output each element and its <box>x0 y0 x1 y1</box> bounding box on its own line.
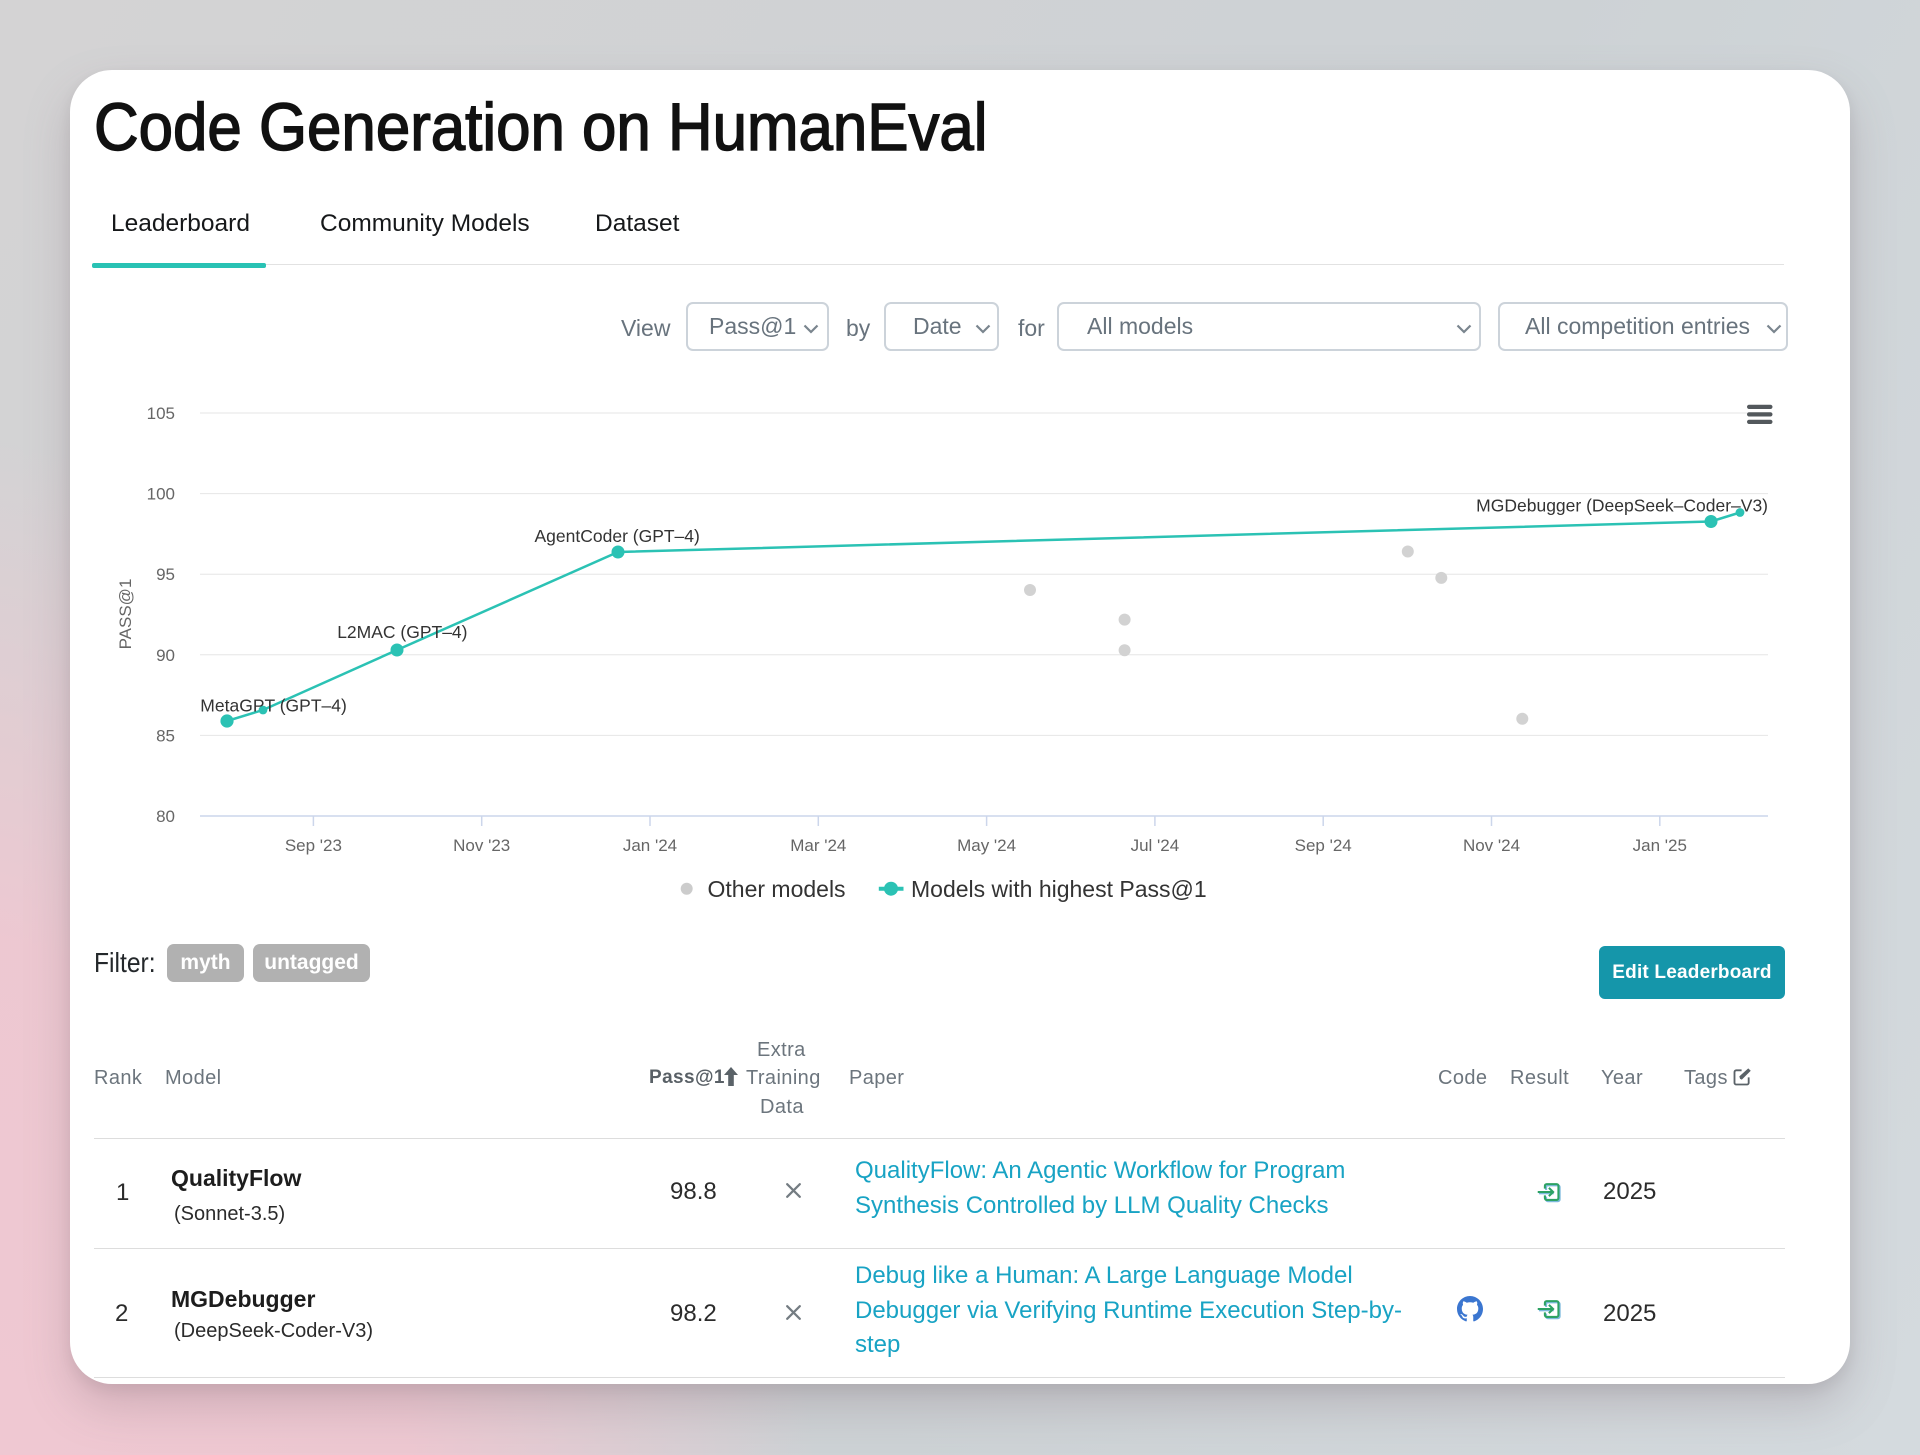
svg-text:Sep '23: Sep '23 <box>285 836 342 855</box>
svg-text:MetaGPT (GPT–4): MetaGPT (GPT–4) <box>200 696 347 716</box>
svg-text:90: 90 <box>156 646 175 665</box>
svg-text:Other models: Other models <box>708 876 846 902</box>
svg-text:Mar '24: Mar '24 <box>790 836 846 855</box>
svg-text:Jan '25: Jan '25 <box>1633 836 1687 855</box>
svg-text:Models with highest Pass@1: Models with highest Pass@1 <box>911 876 1207 902</box>
svg-text:Nov '24: Nov '24 <box>1463 836 1520 855</box>
svg-text:95: 95 <box>156 565 175 584</box>
svg-text:Sep '24: Sep '24 <box>1295 836 1352 855</box>
svg-text:Jan '24: Jan '24 <box>623 836 677 855</box>
svg-text:May '24: May '24 <box>957 836 1016 855</box>
svg-text:L2MAC (GPT–4): L2MAC (GPT–4) <box>337 622 467 642</box>
svg-text:PASS@1: PASS@1 <box>116 579 135 650</box>
svg-text:80: 80 <box>156 807 175 826</box>
svg-text:85: 85 <box>156 726 175 745</box>
svg-text:Nov '23: Nov '23 <box>453 836 510 855</box>
svg-text:100: 100 <box>147 485 175 504</box>
svg-text:105: 105 <box>147 404 175 423</box>
svg-text:Jul '24: Jul '24 <box>1131 836 1180 855</box>
svg-text:AgentCoder (GPT–4): AgentCoder (GPT–4) <box>535 526 700 546</box>
svg-text:MGDebugger (DeepSeek–Coder–V3): MGDebugger (DeepSeek–Coder–V3) <box>1476 496 1768 516</box>
